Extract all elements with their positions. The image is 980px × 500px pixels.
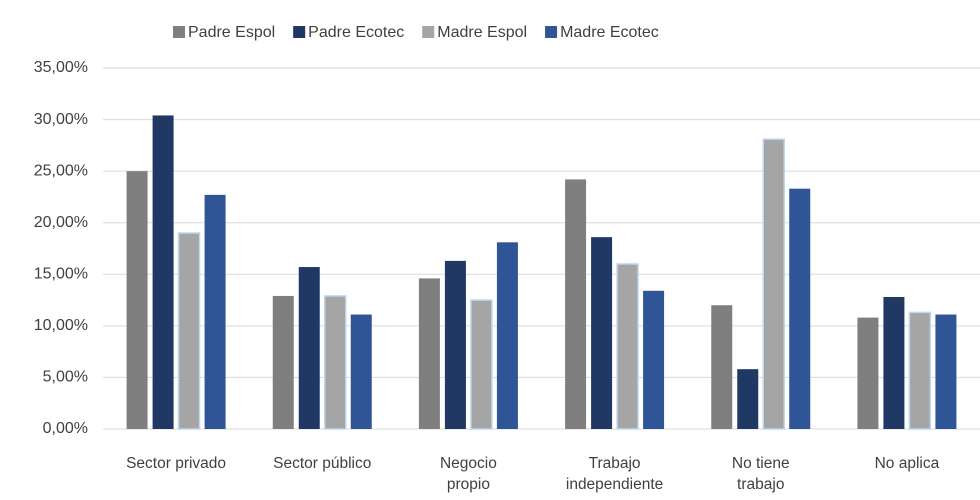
bar [789,188,811,429]
bar [272,295,294,429]
bar [591,237,613,429]
y-tick-label: 15,00% [34,266,88,283]
bar [470,299,493,430]
x-tick-label: Negocio propio [439,455,497,493]
bar [737,369,759,429]
legend-label: Madre Ecotec [560,24,659,41]
legend-swatch [545,26,558,38]
bar [565,179,587,429]
bar [762,138,785,430]
bar [177,232,201,430]
bar [857,317,879,429]
bar [643,290,665,429]
y-tick-label: 35,00% [34,59,88,76]
legend-swatch [173,26,185,38]
legend-swatch [293,26,306,38]
bar [711,305,733,429]
legend-label: Padre Ecotec [308,24,404,41]
bar [126,171,148,429]
bar [204,194,226,429]
y-tick-label: 30,00% [34,111,88,128]
y-tick-label: 5,00% [43,369,88,386]
legend-swatch [422,26,435,38]
x-tick-label: Trabajo independiente [565,455,664,493]
bar [935,314,957,429]
y-tick-label: 10,00% [34,317,88,334]
bar [883,296,905,429]
x-tick-label: Sector privado [126,455,227,472]
bar [616,263,639,430]
bar [350,314,372,429]
bar [418,278,440,429]
y-tick-label: 20,00% [34,214,88,231]
x-tick-label: Sector público [273,455,372,472]
bar [496,242,518,429]
legend-label: Madre Espol [437,24,527,41]
x-tick-label: No aplica [874,455,940,472]
legend-label: Padre Espol [188,24,275,41]
x-tick-label: No tiene trabajo [731,455,790,493]
bar [444,260,466,429]
bar [152,115,174,430]
y-tick-label: 0,00% [43,420,88,437]
y-tick-label: 25,00% [34,162,88,179]
bar [298,267,320,429]
bar [324,295,347,430]
bar [908,311,932,430]
